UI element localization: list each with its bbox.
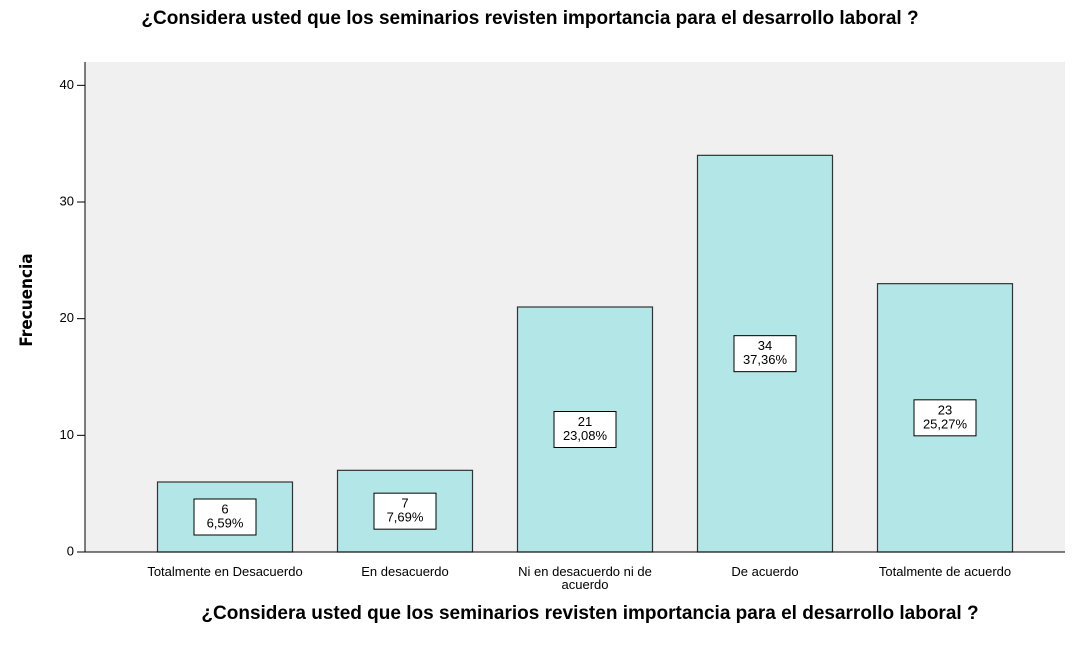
percent-label: 25,27% [923, 416, 968, 431]
data-label-box [913, 399, 977, 437]
data-label: 7 [401, 496, 408, 511]
x-tick-label: Ni en desacuerdo ni de acuerdo [518, 564, 652, 592]
x-tick-label: De acuerdo [731, 564, 799, 579]
x-tick-label: Totalmente en Desacuerdo [147, 564, 303, 579]
x-axis-label: ¿Considera usted que los seminarios revi… [201, 603, 979, 624]
y-tick-label: 0 [67, 543, 74, 558]
percent-label: 37,36% [743, 352, 788, 367]
y-axis-label: Frecuencia [17, 253, 37, 346]
data-label: 21 [578, 414, 592, 429]
data-label-box [193, 498, 257, 536]
percent-label: 6,59% [207, 515, 244, 530]
chart-title: ¿Considera usted que los seminarios revi… [141, 8, 919, 29]
y-tick-label: 10 [60, 427, 74, 442]
data-label: 34 [758, 338, 772, 353]
x-tick-label: Totalmente de acuerdo [878, 564, 1012, 579]
y-tick-label: 20 [60, 310, 74, 325]
data-label: 6 [221, 501, 228, 516]
y-tick-label: 40 [60, 77, 74, 92]
data-label-box [553, 411, 617, 448]
data-label: 23 [938, 402, 952, 417]
data-label-box [373, 492, 437, 530]
y-tick-label: 30 [60, 193, 74, 208]
percent-label: 7,69% [387, 510, 424, 525]
x-tick-label: En desacuerdo [361, 564, 449, 579]
percent-label: 23,08% [563, 428, 608, 443]
data-label-box [733, 335, 797, 373]
